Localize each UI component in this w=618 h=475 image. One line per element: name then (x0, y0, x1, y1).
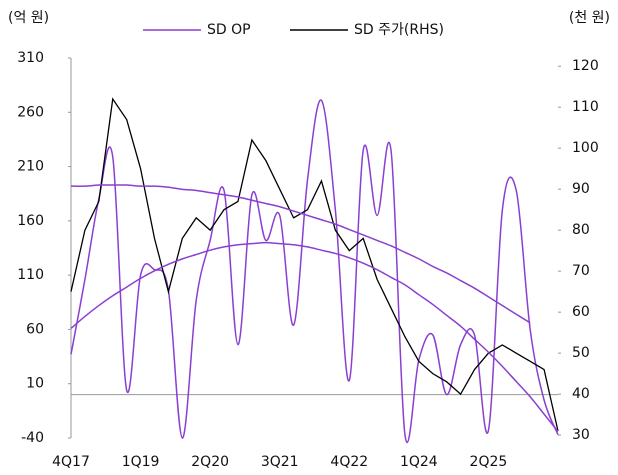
x-tick-label: 3Q21 (261, 454, 299, 470)
y-tick-label: 260 (17, 104, 44, 120)
y2-tick-label: 120 (572, 58, 599, 74)
y2-tick-label: 70 (572, 263, 590, 279)
x-tick-label: 1Q19 (122, 454, 160, 470)
y2-tick-label: 100 (572, 140, 599, 156)
y-tick-label: 10 (26, 376, 44, 392)
y-tick-label: 210 (17, 159, 44, 175)
y2-tick-label: 110 (572, 99, 599, 115)
y2-tick-label: 50 (572, 345, 590, 361)
x-tick-label: 4Q17 (52, 454, 90, 470)
y2-tick-label: 90 (572, 181, 590, 197)
legend-label: SD 주가(RHS) (354, 22, 444, 38)
y2-unit: (천 원) (569, 10, 610, 26)
x-tick-label: 2Q25 (470, 454, 508, 470)
y-tick-label: -40 (21, 430, 44, 446)
x-tick-label: 4Q22 (330, 454, 368, 470)
series-line (70, 99, 559, 444)
series-line (70, 241, 559, 432)
y2-tick-label: 30 (572, 427, 590, 443)
y2-tick-label: 60 (572, 304, 590, 320)
series-line (70, 97, 559, 432)
y-tick-label: 60 (26, 321, 44, 337)
y2-tick-label: 40 (572, 386, 590, 402)
y2-tick-label: 80 (572, 222, 590, 238)
x-tick-label: 1Q24 (400, 454, 438, 470)
x-tick-label: 2Q20 (191, 454, 229, 470)
y-tick-label: 310 (17, 50, 44, 66)
legend-label: SD OP (207, 22, 251, 38)
y-tick-label: 110 (17, 267, 44, 283)
y-tick-label: 160 (17, 213, 44, 229)
series-line (70, 184, 531, 324)
y-unit: (억 원) (8, 10, 49, 26)
